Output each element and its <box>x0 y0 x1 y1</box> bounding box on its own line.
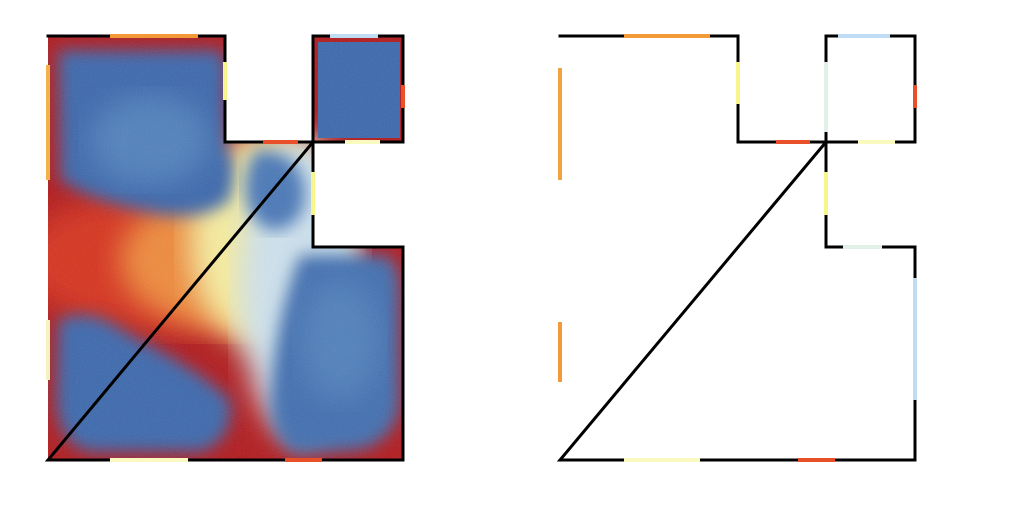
outline-wall-markers <box>558 34 917 462</box>
outline-panel <box>556 34 917 462</box>
heatmap-walls <box>44 34 405 462</box>
heatmap-wall-markers <box>46 34 405 462</box>
heatmap-panel <box>44 34 405 462</box>
